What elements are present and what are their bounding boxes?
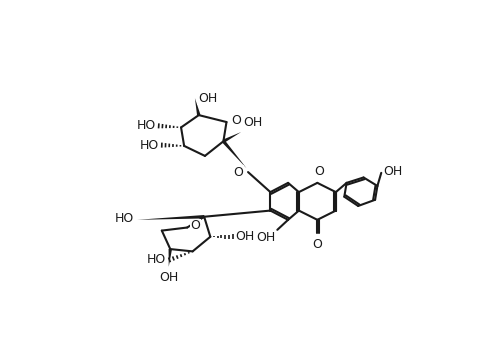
Polygon shape	[137, 215, 204, 220]
Text: HO: HO	[139, 138, 159, 152]
Text: OH: OH	[383, 165, 403, 178]
Text: O: O	[190, 220, 200, 232]
Polygon shape	[195, 98, 200, 115]
Text: O: O	[234, 166, 243, 179]
Text: O: O	[314, 165, 324, 178]
Text: OH: OH	[236, 230, 255, 243]
Text: OH: OH	[243, 116, 263, 129]
Text: O: O	[231, 114, 241, 127]
Text: HO: HO	[147, 253, 166, 266]
Polygon shape	[223, 132, 241, 143]
Text: OH: OH	[257, 231, 276, 244]
Text: OH: OH	[159, 271, 179, 284]
Text: OH: OH	[198, 91, 217, 105]
Text: HO: HO	[115, 212, 134, 225]
Polygon shape	[222, 140, 246, 168]
Text: O: O	[312, 238, 322, 251]
Polygon shape	[168, 249, 172, 267]
Text: HO: HO	[136, 119, 156, 132]
